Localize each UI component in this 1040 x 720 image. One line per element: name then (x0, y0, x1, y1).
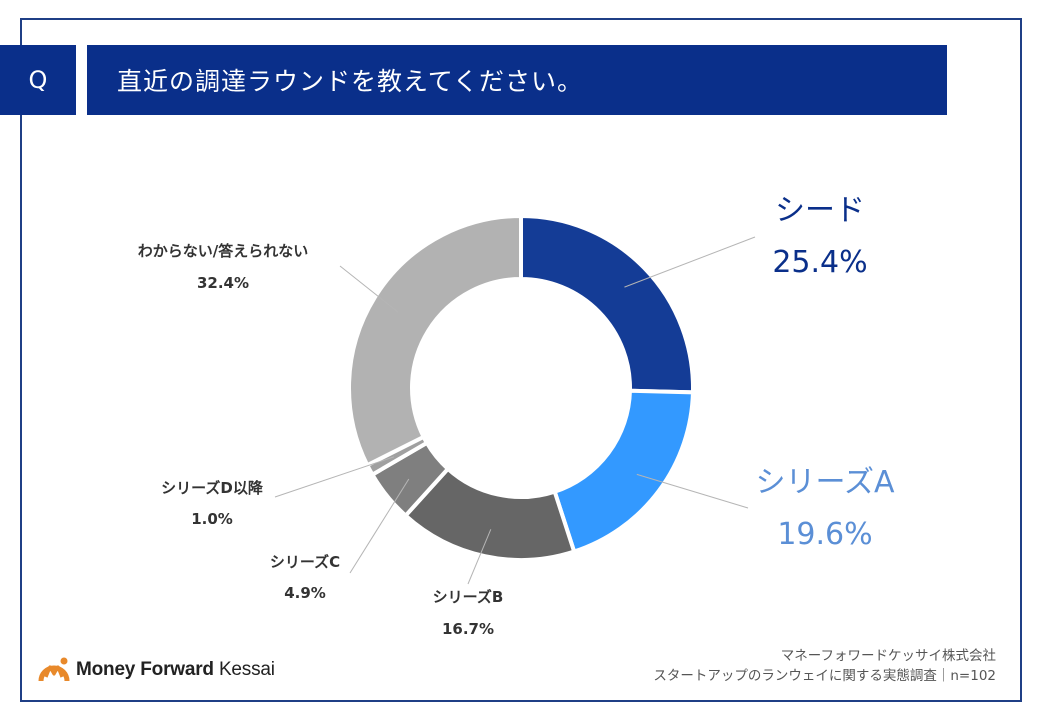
source-survey: スタートアップのランウェイに関する実態調査｜n=102 (653, 668, 996, 684)
value-label-unknown: 32.4% (197, 274, 249, 292)
value-label-series-a: 19.6% (777, 517, 872, 552)
value-label-series-b: 16.7% (442, 620, 494, 638)
chart-frame (20, 18, 1022, 702)
leader-line-series-b (467, 529, 492, 585)
leader-line-series-a (636, 473, 749, 509)
leader-line-series-c (349, 478, 410, 574)
value-label-series-d-later: 1.0% (191, 510, 233, 528)
question-title-bar: 直近の調達ラウンドを教えてください。 (87, 45, 947, 115)
question-title: 直近の調達ラウンドを教えてください。 (117, 67, 584, 96)
slice-labels: シード 25.4% シリーズA 19.6% シリーズB 16.7% シリーズC 4.9% シリー… (138, 193, 895, 638)
category-label-series-d-later: シリーズD以降 (161, 479, 264, 497)
slice-seed (519, 213, 695, 395)
logo-kessai: Kessai (218, 659, 275, 680)
category-label-series-c: シリーズC (270, 553, 340, 571)
logo-forward: Forward (140, 659, 214, 680)
category-label-series-a: シリーズA (755, 465, 894, 500)
source-note: マネーフォワードケッサイ株式会社 スタートアップのランウェイに関する実態調査｜n… (653, 646, 996, 686)
question-marker-label: Q (28, 66, 48, 94)
category-label-unknown: わからない/答えられない (138, 242, 308, 260)
slice-series-a (552, 388, 695, 555)
money-forward-kessai-logo: Money Forward Kessai (38, 655, 275, 685)
donut-slices (347, 213, 695, 562)
leader-line-series-d-later (274, 456, 395, 498)
leader-line-seed (624, 236, 756, 288)
value-label-seed: 25.4% (772, 245, 867, 280)
slice-unknown (347, 213, 523, 468)
question-marker: Q (0, 45, 76, 115)
category-label-seed: シード (775, 193, 865, 228)
source-company: マネーフォワードケッサイ株式会社 (780, 648, 996, 664)
category-label-series-b: シリーズB (433, 588, 504, 606)
leader-lines (274, 236, 756, 585)
leader-line-unknown (339, 265, 399, 313)
logo-wordmark: Money Forward Kessai (76, 659, 275, 681)
value-label-series-c: 4.9% (284, 584, 326, 602)
mf-logo-icon (38, 657, 70, 682)
logo-money: Money (76, 659, 136, 680)
